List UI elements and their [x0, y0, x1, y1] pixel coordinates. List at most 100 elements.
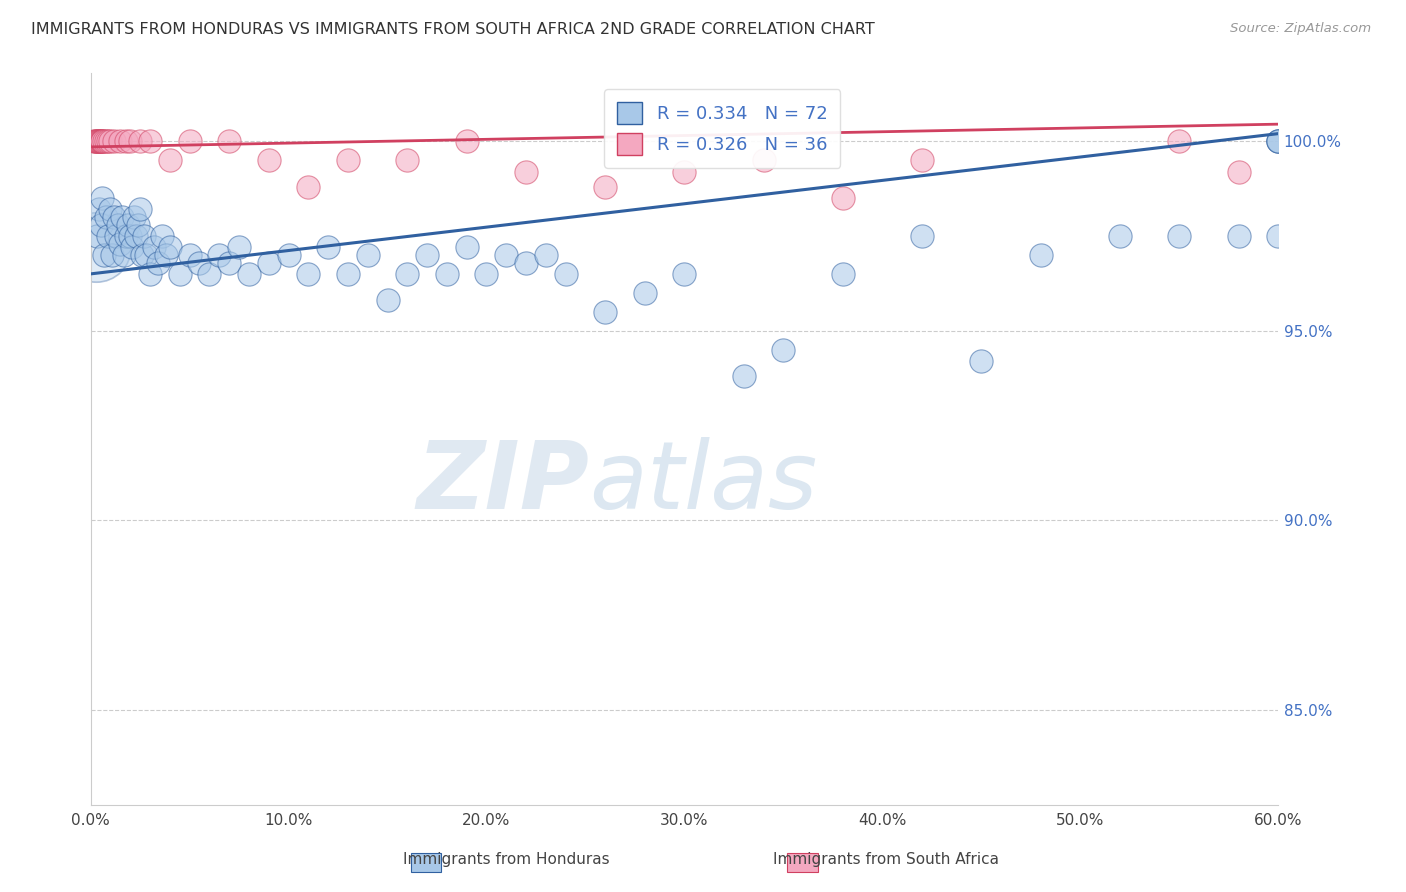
Point — [91, 134, 114, 148]
Point — [188, 255, 211, 269]
Point — [97, 229, 120, 244]
Point — [752, 153, 775, 168]
Point — [733, 369, 755, 384]
Point — [277, 248, 299, 262]
Point — [100, 202, 122, 217]
Point — [96, 134, 118, 148]
Bar — [411, 853, 441, 872]
Point — [89, 218, 111, 232]
Point — [115, 229, 138, 244]
Point — [127, 218, 149, 232]
Point — [357, 248, 380, 262]
Point — [218, 255, 240, 269]
Point — [456, 240, 478, 254]
Point — [125, 229, 148, 244]
Point — [1267, 134, 1289, 148]
Point — [101, 248, 124, 262]
Point — [112, 248, 135, 262]
Point — [1267, 229, 1289, 244]
Point — [377, 293, 399, 308]
Point — [970, 354, 993, 368]
Point — [911, 229, 934, 244]
Point — [218, 134, 240, 148]
Text: atlas: atlas — [589, 437, 818, 528]
Point — [1168, 229, 1191, 244]
Point — [84, 240, 107, 254]
Point — [93, 248, 115, 262]
Point — [831, 267, 853, 281]
Point — [336, 153, 359, 168]
Bar — [787, 853, 818, 872]
Point — [83, 134, 105, 148]
Point — [87, 202, 110, 217]
Point — [120, 134, 142, 148]
Text: Source: ZipAtlas.com: Source: ZipAtlas.com — [1230, 22, 1371, 36]
Point — [228, 240, 250, 254]
Legend: R = 0.334   N = 72, R = 0.326   N = 36: R = 0.334 N = 72, R = 0.326 N = 36 — [605, 89, 841, 168]
Point — [297, 267, 319, 281]
Point — [396, 267, 419, 281]
Point — [110, 134, 132, 148]
Point — [198, 267, 221, 281]
Point — [139, 134, 162, 148]
Point — [911, 153, 934, 168]
Point — [515, 255, 537, 269]
Point — [135, 248, 157, 262]
Point — [120, 229, 142, 244]
Point — [1227, 229, 1250, 244]
Text: IMMIGRANTS FROM HONDURAS VS IMMIGRANTS FROM SOUTH AFRICA 2ND GRADE CORRELATION C: IMMIGRANTS FROM HONDURAS VS IMMIGRANTS F… — [31, 22, 875, 37]
Point — [179, 134, 201, 148]
Point — [84, 134, 107, 148]
Point — [534, 248, 557, 262]
Point — [1267, 134, 1289, 148]
Point — [86, 134, 108, 148]
Point — [107, 218, 129, 232]
Point — [96, 210, 118, 224]
Point — [673, 267, 696, 281]
Point — [297, 179, 319, 194]
Point — [103, 134, 125, 148]
Point — [831, 191, 853, 205]
Point — [1109, 229, 1132, 244]
Point — [121, 240, 143, 254]
Point — [155, 248, 177, 262]
Point — [129, 134, 152, 148]
Point — [554, 267, 576, 281]
Point — [336, 267, 359, 281]
Point — [495, 248, 517, 262]
Point — [93, 134, 115, 148]
Point — [159, 153, 181, 168]
Point — [90, 134, 112, 148]
Point — [146, 255, 169, 269]
Point — [86, 134, 108, 148]
Point — [110, 236, 132, 251]
Point — [257, 255, 280, 269]
Point — [634, 285, 657, 300]
Point — [89, 134, 111, 148]
Point — [97, 134, 120, 148]
Point — [179, 248, 201, 262]
Text: Immigrants from Honduras: Immigrants from Honduras — [404, 852, 609, 867]
Point — [103, 210, 125, 224]
Point — [117, 218, 139, 232]
Point — [1267, 134, 1289, 148]
Point — [772, 343, 794, 357]
Point — [86, 229, 108, 244]
Point — [139, 267, 162, 281]
Point — [159, 240, 181, 254]
Point — [416, 248, 439, 262]
Point — [436, 267, 458, 281]
Point — [593, 305, 616, 319]
Point — [593, 179, 616, 194]
Text: Immigrants from South Africa: Immigrants from South Africa — [773, 852, 998, 867]
Point — [169, 267, 191, 281]
Point — [673, 164, 696, 178]
Point — [89, 134, 111, 148]
Point — [91, 191, 114, 205]
Point — [131, 248, 153, 262]
Point — [100, 134, 122, 148]
Point — [515, 164, 537, 178]
Point — [456, 134, 478, 148]
Point — [150, 229, 173, 244]
Point — [129, 202, 152, 217]
